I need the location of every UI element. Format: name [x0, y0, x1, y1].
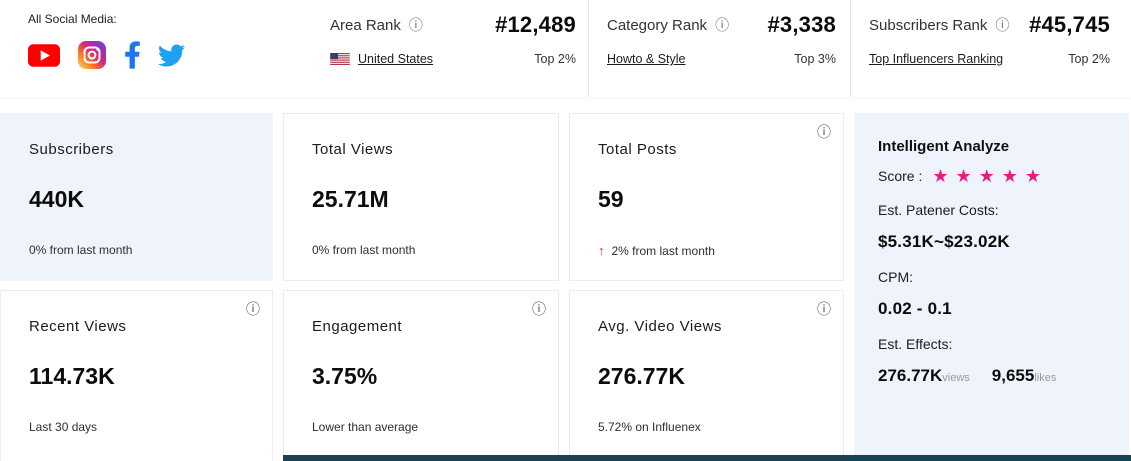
- card-value: 440K: [29, 186, 84, 212]
- cpm-value: 0.02 - 0.1: [878, 299, 952, 318]
- views-value: 276.77K: [878, 366, 943, 385]
- category-rank-section: Category Rank ⓘ #3,338 Howto & Style Top…: [588, 0, 850, 97]
- partner-costs-value: $5.31K~$23.02K: [878, 232, 1010, 251]
- category-rank-percent: Top 3%: [794, 52, 836, 66]
- youtube-icon[interactable]: [28, 43, 60, 67]
- header: All Social Media:: [0, 0, 1131, 97]
- category-rank-value: #3,338: [767, 12, 836, 37]
- card-note: Last 30 days: [29, 420, 98, 434]
- card-note: 0% from last month: [312, 243, 416, 257]
- info-icon[interactable]: ⓘ: [817, 301, 831, 317]
- area-rank-link[interactable]: United States: [358, 52, 434, 66]
- card-note: Lower than average: [312, 420, 419, 434]
- twitter-icon[interactable]: [158, 42, 185, 69]
- total-views-card: Total Views 25.71M 0% from last month: [283, 113, 559, 281]
- intelligent-analyze-panel: Intelligent Analyze Score : ★★★★★ Est. P…: [854, 113, 1129, 461]
- info-icon[interactable]: ⓘ: [817, 124, 831, 140]
- stats-dashboard: Subscribers 440K 0% from last month Tota…: [0, 113, 1131, 461]
- info-icon[interactable]: ⓘ: [246, 301, 260, 317]
- social-media-section: All Social Media:: [0, 0, 300, 97]
- subscribers-card: Subscribers 440K 0% from last month: [0, 113, 273, 281]
- est-effects-row: 276.77K views 9,655 likes: [878, 366, 1109, 386]
- star-rating-icons: ★★★★★: [932, 166, 1049, 186]
- likes-value: 9,655: [991, 366, 1035, 385]
- info-icon[interactable]: ⓘ: [715, 17, 730, 33]
- card-value: 59: [598, 186, 624, 212]
- subscribers-rank-section: Subscribers Rank ⓘ #45,745 Top Influence…: [850, 0, 1131, 97]
- social-icons-row: [28, 39, 300, 71]
- info-icon[interactable]: ⓘ: [408, 17, 423, 33]
- card-value: 114.73K: [29, 363, 115, 389]
- card-title: Total Views: [312, 141, 394, 158]
- card-title: Recent Views: [29, 318, 127, 335]
- score-row: Score : ★★★★★: [878, 167, 1109, 185]
- card-title: Engagement: [312, 318, 403, 335]
- info-icon[interactable]: ⓘ: [995, 17, 1010, 33]
- card-value: 25.71M: [312, 186, 389, 212]
- next-section-edge: [283, 455, 1131, 461]
- card-note-text: 2% from last month: [611, 243, 715, 258]
- category-rank-link[interactable]: Howto & Style: [607, 52, 686, 66]
- card-value: 276.77K: [598, 363, 685, 389]
- est-effects-label: Est. Effects:: [878, 336, 953, 352]
- subscribers-rank-label: Subscribers Rank: [869, 16, 988, 34]
- likes-unit: likes: [1034, 372, 1057, 384]
- score-label: Score :: [878, 168, 923, 184]
- avg-video-views-card: ⓘ Avg. Video Views 276.77K 5.72% on Infl…: [569, 290, 844, 461]
- card-title: Subscribers: [29, 141, 114, 158]
- area-rank-section: Area Rank ⓘ #12,489 United States Top: [300, 0, 588, 97]
- category-rank-label: Category Rank: [607, 16, 708, 34]
- us-flag-icon: [330, 53, 350, 65]
- area-rank-value: #12,489: [495, 12, 576, 37]
- total-posts-card: ⓘ Total Posts 59 ↑ 2% from last month: [569, 113, 844, 281]
- subscribers-rank-link[interactable]: Top Influencers Ranking: [869, 52, 1004, 66]
- trend-up-icon: ↑: [598, 243, 605, 258]
- partner-costs-label: Est. Patener Costs:: [878, 202, 999, 218]
- card-title: Avg. Video Views: [598, 318, 722, 335]
- recent-views-card: ⓘ Recent Views 114.73K Last 30 days: [0, 290, 273, 461]
- all-social-media-label: All Social Media:: [28, 12, 117, 26]
- card-note: 5.72% on Influenex: [598, 420, 701, 434]
- facebook-icon[interactable]: [124, 41, 141, 69]
- engagement-card: ⓘ Engagement 3.75% Lower than average: [283, 290, 559, 461]
- instagram-icon[interactable]: [77, 40, 107, 70]
- card-value: 3.75%: [312, 363, 378, 389]
- card-title: Total Posts: [598, 141, 677, 158]
- views-unit: views: [942, 372, 970, 384]
- cpm-label: CPM:: [878, 269, 913, 285]
- card-note: 0% from last month: [29, 243, 133, 257]
- subscribers-rank-percent: Top 2%: [1068, 52, 1110, 66]
- card-note: ↑ 2% from last month: [598, 243, 819, 258]
- subscribers-rank-value: #45,745: [1029, 12, 1110, 37]
- panel-title: Intelligent Analyze: [878, 138, 1010, 155]
- area-rank-label: Area Rank: [330, 16, 401, 34]
- area-rank-percent: Top 2%: [534, 52, 576, 66]
- info-icon[interactable]: ⓘ: [532, 301, 546, 317]
